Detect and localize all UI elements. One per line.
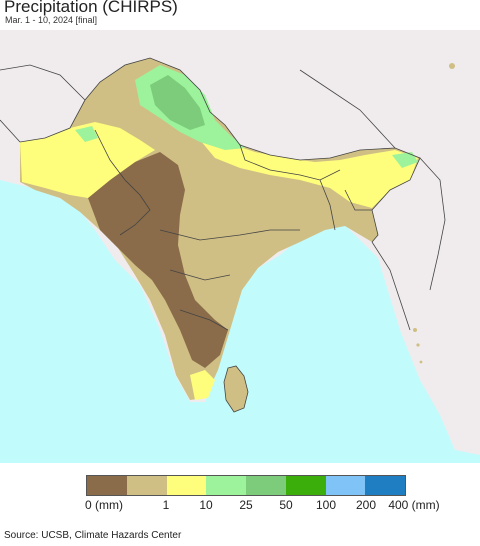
legend-swatch <box>166 476 207 495</box>
legend-swatch <box>87 476 127 495</box>
moderate-rain-afghan <box>75 126 98 142</box>
precipitation-map <box>0 30 480 463</box>
island-specks <box>413 63 455 364</box>
page-title: Precipitation (CHIRPS) <box>4 0 178 16</box>
date-range-subtitle: Mar. 1 - 10, 2024 [final] <box>5 15 98 25</box>
legend-label: 25 <box>239 498 253 512</box>
light-rain-gangetic <box>200 140 418 208</box>
legend-label: 200 <box>355 498 377 512</box>
legend-label: 50 <box>279 498 293 512</box>
legend-label: 100 <box>315 498 337 512</box>
light-rain-north-belt <box>20 122 155 198</box>
legend-swatch <box>206 476 246 495</box>
legend-label: 0 (mm) <box>85 498 123 512</box>
legend-label: 10 <box>199 498 213 512</box>
border-lines <box>0 57 446 413</box>
legend-swatch <box>365 476 405 495</box>
legend-swatch <box>246 476 286 495</box>
light-rain-southern-tip <box>190 370 215 400</box>
precipitation-legend <box>86 475 406 496</box>
legend-label: 1 <box>162 498 170 512</box>
heavy-rain-kashmir <box>150 75 205 130</box>
legend-labels: 0 (mm) 1 10 25 50 100 200 400 (mm) <box>0 498 480 514</box>
legend-label: 400 (mm) <box>388 498 440 512</box>
sri-lanka-land <box>224 366 248 412</box>
legend-swatch <box>325 476 366 495</box>
legend-swatch <box>126 476 167 495</box>
legend-swatch <box>285 476 326 495</box>
moderate-rain-east <box>392 152 418 168</box>
ocean <box>0 180 480 463</box>
source-credit: Source: UCSB, Climate Hazards Center <box>4 530 182 541</box>
